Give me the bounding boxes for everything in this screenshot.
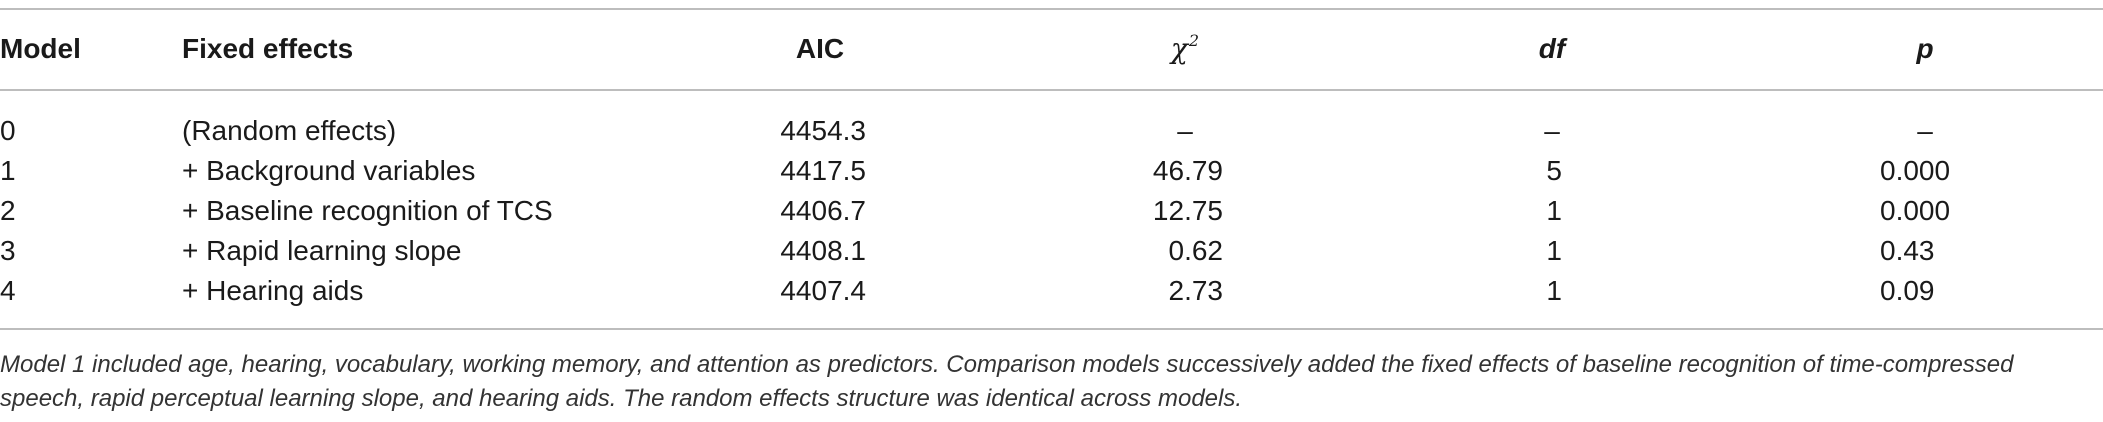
table-bottom-rule <box>0 328 2103 330</box>
table-row-model: 1 <box>0 155 16 186</box>
table-row-chi: 46.79 <box>1152 155 1223 186</box>
table-row-model: 4 <box>0 275 16 306</box>
table-row-p: 0.43 <box>1880 235 1935 266</box>
header-p: p <box>1916 33 1934 64</box>
table-row-df: – <box>1544 115 1560 146</box>
table-row-fixed: + Hearing aids <box>182 275 364 306</box>
table-row-df: 1 <box>1546 275 1562 306</box>
table-row-aic: 4454.3 <box>780 115 866 146</box>
header-model: Model <box>0 33 81 64</box>
header-chi-square: χ2 <box>1170 31 1200 70</box>
table-row-model: 0 <box>0 115 16 146</box>
table-row-p: 0.000 <box>1880 195 1951 226</box>
header-chi-superscript: 2 <box>1188 31 1200 50</box>
table-row-fixed: + Rapid learning slope <box>182 235 462 266</box>
table-top-rule <box>0 8 2103 10</box>
table-row-chi: 0.62 <box>1168 235 1224 266</box>
table-row-aic: 4406.7 <box>780 195 866 226</box>
table-row-df: 1 <box>1546 235 1562 266</box>
table-row-p: – <box>1917 115 1933 146</box>
header-aic: AIC <box>795 33 845 64</box>
table-footnote: Model 1 included age, hearing, vocabular… <box>0 351 2014 412</box>
table-row-aic: 4417.5 <box>780 155 866 186</box>
table-row-chi: 2.73 <box>1168 275 1224 306</box>
table-row-fixed: + Baseline recognition of TCS <box>182 195 553 226</box>
table-row-aic: 4408.1 <box>780 235 866 266</box>
table-row-p: 0.09 <box>1880 275 1935 306</box>
table-row-chi: 12.75 <box>1152 195 1223 226</box>
header-fixed-effects: Fixed effects <box>182 33 354 64</box>
header-df: df <box>1538 33 1566 64</box>
table-header-rule <box>0 89 2103 91</box>
header-chi-symbol: χ <box>1170 32 1188 65</box>
table-row-model: 3 <box>0 235 16 266</box>
table-row-p: 0.000 <box>1880 155 1951 186</box>
table-row-df: 1 <box>1546 195 1562 226</box>
table-row-fixed: (Random effects) <box>182 115 397 146</box>
table-row-chi: – <box>1177 115 1193 146</box>
table-row-model: 2 <box>0 195 16 226</box>
table-row-aic: 4407.4 <box>780 275 866 306</box>
table-row-df: 5 <box>1546 155 1562 186</box>
table-row-fixed: + Background variables <box>182 155 476 186</box>
